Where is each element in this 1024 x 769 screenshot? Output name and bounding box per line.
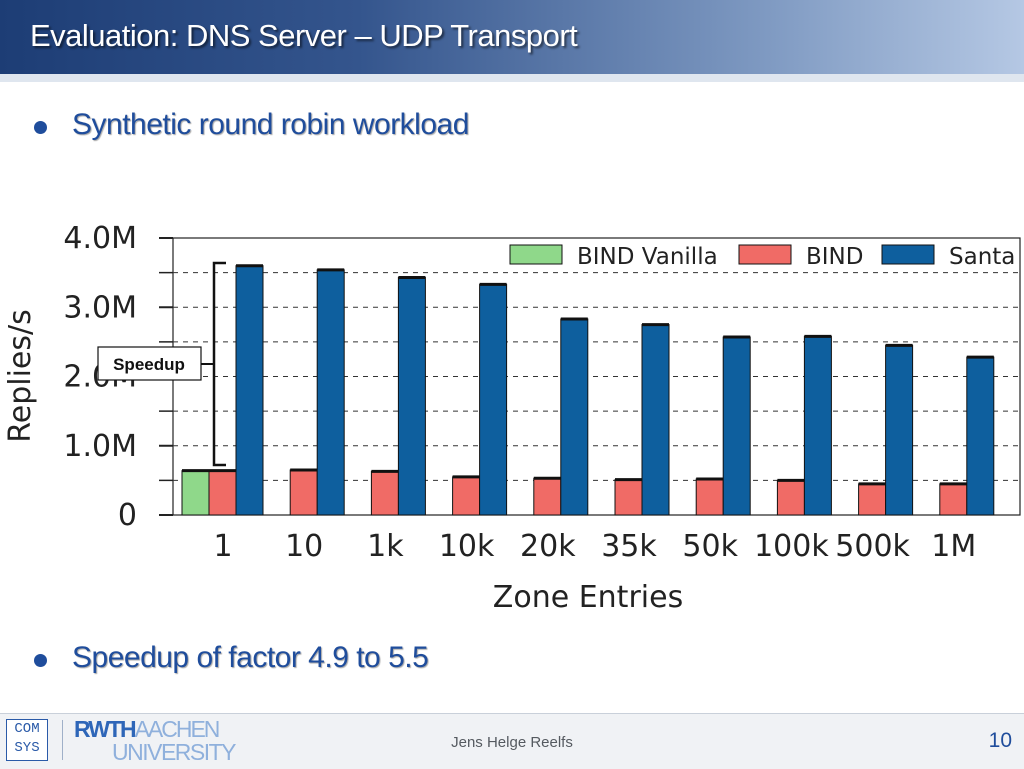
bar-santa bbox=[722, 336, 751, 516]
x-tick-label: 100k bbox=[754, 529, 829, 564]
x-tick-label: 20k bbox=[520, 529, 576, 564]
bar-bind bbox=[370, 470, 399, 516]
x-tick-label: 10 bbox=[285, 529, 323, 564]
bar-bind bbox=[614, 479, 643, 516]
bar-santa bbox=[966, 356, 995, 516]
bar-bind bbox=[776, 479, 805, 516]
x-tick-label: 50k bbox=[682, 529, 738, 564]
x-tick-label: 1M bbox=[931, 529, 976, 564]
bullet-dot bbox=[34, 121, 47, 134]
bar-bind bbox=[452, 476, 481, 516]
speedup-annotation: Speedup bbox=[113, 355, 185, 374]
x-axis-label: Zone Entries bbox=[493, 580, 683, 615]
legend-swatch bbox=[881, 244, 935, 265]
rwth-logo-university: UNIVERSITY bbox=[112, 739, 237, 765]
y-axis-label: Replies/s bbox=[3, 309, 38, 443]
y-tick-label: 3.0M bbox=[63, 290, 137, 325]
bullet-speedup: Speedup of factor 4.9 to 5.5 bbox=[72, 641, 429, 674]
x-tick-label: 1k bbox=[367, 529, 404, 564]
title-bar-underline bbox=[0, 74, 1024, 82]
footer-author: Jens Helge Reelfs bbox=[451, 734, 573, 751]
legend-label: Santa bbox=[949, 244, 1015, 270]
bar-bind bbox=[858, 483, 887, 516]
legend-label: BIND bbox=[806, 244, 863, 270]
legend-swatch bbox=[509, 244, 563, 265]
bar-bind bbox=[695, 478, 724, 516]
comsys-logo-line2: SYS bbox=[14, 740, 40, 756]
bar-santa bbox=[641, 324, 670, 516]
bar-bind bbox=[533, 477, 562, 516]
bar-bind bbox=[939, 483, 968, 516]
bar-santa bbox=[560, 318, 589, 516]
rwth-logo: RWTHAACHEN UNIVERSITY bbox=[74, 715, 237, 767]
bar-chart: 01.0M2.0M3.0M4.0MReplies/s1101k10k20k35k… bbox=[3, 221, 1021, 615]
comsys-logo: COM SYS bbox=[6, 719, 48, 761]
x-tick-label: 500k bbox=[835, 529, 910, 564]
bar-santa bbox=[316, 269, 345, 516]
logo-separator bbox=[62, 720, 63, 760]
bar-bind-vanilla bbox=[181, 470, 210, 516]
slide-title: Evaluation: DNS Server – UDP Transport bbox=[30, 18, 578, 53]
y-tick-label: 4.0M bbox=[63, 221, 137, 256]
footer: COM SYS RWTHAACHEN UNIVERSITY Jens Helge… bbox=[0, 713, 1024, 769]
bar-santa bbox=[803, 335, 832, 516]
bar-bind bbox=[289, 469, 318, 516]
speedup-label-box bbox=[97, 346, 202, 381]
x-tick-label: 10k bbox=[439, 529, 495, 564]
legend-swatch bbox=[738, 244, 792, 265]
page-number: 10 bbox=[988, 729, 1012, 752]
x-tick-label: 1 bbox=[213, 529, 232, 564]
rwth-logo-aachen: AACHEN bbox=[134, 716, 221, 742]
y-tick-label: 1.0M bbox=[63, 429, 137, 464]
y-tick-label: 0 bbox=[118, 498, 137, 533]
rwth-logo-rwth: RWTH bbox=[74, 716, 137, 742]
bar-santa bbox=[479, 283, 508, 516]
legend-label: BIND Vanilla bbox=[577, 244, 718, 270]
bullet-dot bbox=[34, 654, 47, 667]
bar-bind bbox=[208, 470, 237, 516]
comsys-logo-line1: COM bbox=[14, 721, 40, 737]
x-tick-label: 35k bbox=[601, 529, 657, 564]
bar-santa bbox=[397, 276, 426, 516]
title-bar: Evaluation: DNS Server – UDP Transport bbox=[0, 0, 1024, 74]
bar-santa bbox=[885, 344, 914, 516]
bullet-workload: Synthetic round robin workload bbox=[72, 108, 469, 141]
bar-santa bbox=[235, 265, 264, 516]
